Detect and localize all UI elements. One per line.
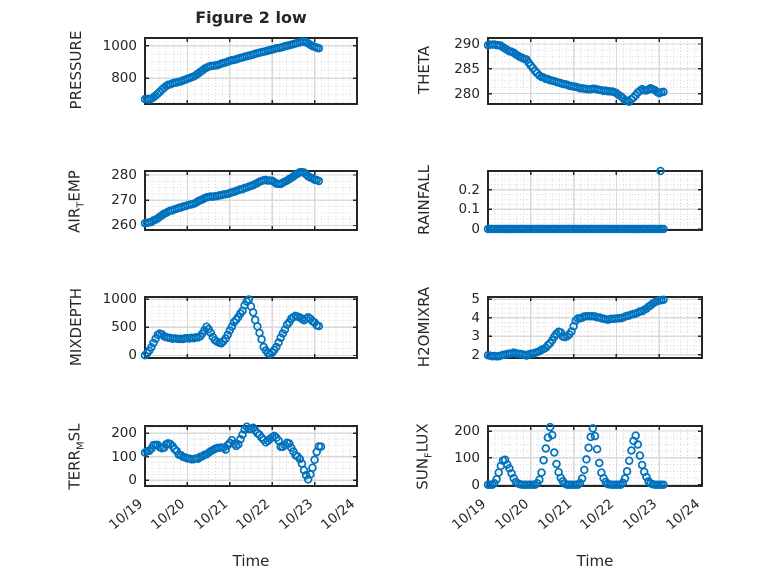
subplot-mixdepth [140,295,358,360]
y-tick-label: 4 [471,309,480,326]
y-axis-label-segment: M [75,441,87,451]
data-markers [483,40,668,107]
subplot-sun_flux [483,422,703,489]
minor-gridlines [145,426,357,486]
y-axis-label-segment: EMP [65,169,84,202]
y-tick-label: 0 [128,472,137,489]
x-axis-label-right: Time [576,552,614,570]
minor-gridlines [145,297,357,358]
x-axis-label-left: Time [232,552,270,570]
y-tick-label: 500 [111,319,137,336]
y-tick-label: 285 [454,60,480,77]
y-axis-label-segment: LUX [413,423,432,453]
data-markers [483,422,668,489]
y-tick-label: 270 [111,192,137,209]
y-axis-label-segment: H2OMIXRA [415,286,433,367]
minor-gridlines [488,171,702,230]
major-gridlines [488,171,702,230]
y-tick-label: 0 [471,476,480,493]
subplot-pressure [140,37,358,105]
minor-gridlines [488,297,702,358]
data-markers [140,422,326,484]
y-axis-label-segment: AIR [65,207,84,233]
axes-box [487,170,703,231]
y-tick-label: 0 [471,221,480,238]
y-tick-label: 3 [471,328,480,345]
minor-gridlines [145,38,357,104]
axes-box [144,425,358,487]
y-tick-label: 0.2 [458,181,480,198]
major-gridlines [145,171,357,230]
y-axis-label-segment: TERR [65,450,84,490]
y-axis-label-segment: T [75,201,87,208]
subplot-air_temp [140,167,358,231]
axes-box [144,170,358,231]
major-gridlines [145,426,357,486]
y-axis-label-theta: THETA [415,0,433,145]
axes-box [487,37,703,105]
data-markers [140,37,324,104]
y-axis-label-segment: RAINFALL [415,164,433,235]
y-axis-label-segment: F [423,452,435,458]
y-tick-label: 0 [128,347,137,364]
y-axis-label-sun_flux: SUNFLUX [414,382,435,532]
y-axis-label-h2omixra: H2OMIXRA [415,252,433,402]
y-tick-label: 260 [111,217,137,234]
y-axis-label-segment: SUN [413,457,432,490]
minor-gridlines [488,426,702,486]
y-tick-label: 290 [454,35,480,52]
axes-box [487,425,703,487]
subplot-h2omixra [483,295,703,361]
y-tick-label: 200 [454,423,480,440]
y-axis-label-terr_msl: TERRMSL [66,382,87,532]
y-axis-label-segment: THETA [415,45,433,95]
y-axis-label-mixdepth: MIXDEPTH [67,252,85,402]
y-tick-label: 0.1 [458,201,480,218]
y-tick-label: 800 [111,70,137,87]
y-tick-label: 2 [471,346,480,363]
y-axis-label-pressure: PRESSURE [67,0,85,145]
major-gridlines [488,426,702,486]
y-axis-label-segment: MIXDEPTH [67,287,85,366]
y-axis-label-segment: PRESSURE [67,30,85,110]
subplot-rainfall [483,166,703,234]
subplot-terr_msl [140,422,358,487]
figure-title: Figure 2 low [195,8,307,27]
y-tick-label: 5 [471,291,480,308]
y-tick-label: 100 [111,448,137,465]
subplot-theta [483,37,703,107]
y-tick-label: 200 [111,425,137,442]
y-axis-label-segment: SL [65,423,84,442]
y-tick-label: 280 [454,85,480,102]
y-tick-label: 1000 [102,37,137,54]
data-markers [483,295,668,361]
data-markers [140,167,324,228]
data-markers [140,295,324,360]
y-tick-label: 1000 [102,291,137,308]
data-markers [483,166,668,234]
y-tick-label: 100 [454,449,480,466]
y-tick-label: 280 [111,167,137,184]
